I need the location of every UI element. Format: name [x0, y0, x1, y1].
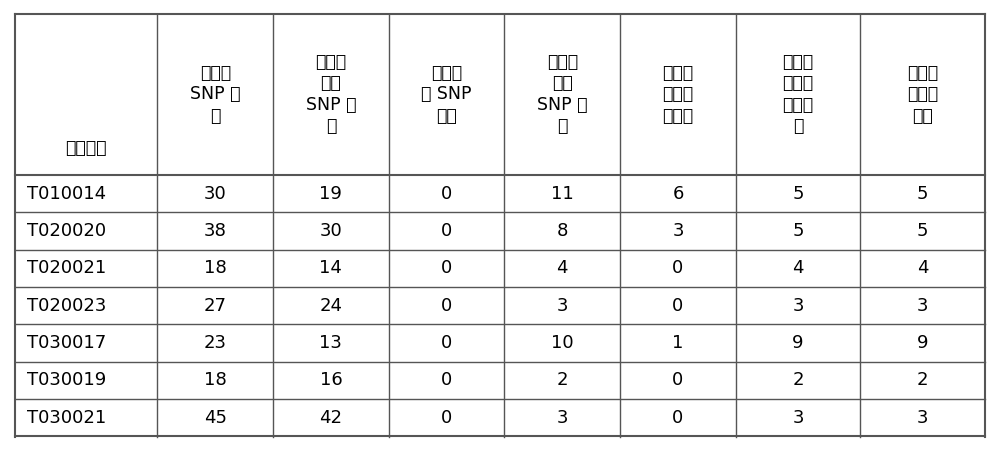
Text: 10: 10 — [551, 334, 574, 352]
Text: 2: 2 — [917, 371, 928, 389]
Text: T030021: T030021 — [27, 409, 106, 427]
Text: 0: 0 — [441, 371, 452, 389]
Text: T030017: T030017 — [27, 334, 106, 352]
Text: 23: 23 — [204, 334, 227, 352]
Text: 内含子
区域
SNP 个
数: 内含子 区域 SNP 个 数 — [306, 53, 356, 135]
Text: 4: 4 — [557, 259, 568, 277]
Text: 0: 0 — [672, 259, 684, 277]
Text: 3: 3 — [917, 409, 928, 427]
Text: 18: 18 — [204, 371, 227, 389]
Text: 2: 2 — [557, 371, 568, 389]
Text: 9: 9 — [917, 334, 928, 352]
Text: 0: 0 — [441, 297, 452, 315]
Text: T020023: T020023 — [27, 297, 106, 315]
Text: 9: 9 — [792, 334, 804, 352]
Text: 13: 13 — [319, 334, 342, 352]
Text: T010014: T010014 — [27, 184, 106, 202]
Text: 6: 6 — [672, 184, 684, 202]
Text: 5: 5 — [917, 184, 928, 202]
Text: 0: 0 — [441, 409, 452, 427]
Text: 3: 3 — [557, 297, 568, 315]
Text: 30: 30 — [320, 222, 342, 240]
Text: 0: 0 — [441, 184, 452, 202]
Text: 0: 0 — [441, 222, 452, 240]
Text: T020021: T020021 — [27, 259, 106, 277]
Text: 5: 5 — [917, 222, 928, 240]
Text: 5: 5 — [792, 222, 804, 240]
Text: 0: 0 — [441, 259, 452, 277]
Text: 18: 18 — [204, 259, 227, 277]
Text: 0: 0 — [672, 371, 684, 389]
Text: 14: 14 — [319, 259, 342, 277]
Text: 3: 3 — [557, 409, 568, 427]
Text: 外显子
区域非
同义突
变: 外显子 区域非 同义突 变 — [783, 53, 814, 135]
Text: 8: 8 — [557, 222, 568, 240]
Text: 3: 3 — [917, 297, 928, 315]
Text: 42: 42 — [319, 409, 342, 427]
Text: 1: 1 — [672, 334, 684, 352]
Text: T030019: T030019 — [27, 371, 106, 389]
Text: 11: 11 — [551, 184, 574, 202]
Text: 0: 0 — [441, 334, 452, 352]
Text: 4: 4 — [792, 259, 804, 277]
Text: 3: 3 — [792, 409, 804, 427]
Text: T020020: T020020 — [27, 222, 106, 240]
Text: 2: 2 — [792, 371, 804, 389]
Text: 45: 45 — [204, 409, 227, 427]
Text: 4: 4 — [917, 259, 928, 277]
Text: 体细胞
SNP 总
数: 体细胞 SNP 总 数 — [190, 64, 240, 125]
Text: 0: 0 — [672, 297, 684, 315]
Text: 外显子
区域同
义突变: 外显子 区域同 义突变 — [662, 64, 694, 125]
Text: 3: 3 — [672, 222, 684, 240]
Text: 剪接位
点 SNP
个数: 剪接位 点 SNP 个数 — [421, 64, 472, 125]
Text: 3: 3 — [792, 297, 804, 315]
Text: 27: 27 — [204, 297, 227, 315]
Text: 外显子
区域
SNP 个
数: 外显子 区域 SNP 个 数 — [537, 53, 588, 135]
Text: 样本编号: 样本编号 — [65, 139, 107, 157]
Text: 24: 24 — [319, 297, 342, 315]
Text: 体细胞
突变系
列一: 体细胞 突变系 列一 — [907, 64, 938, 125]
Text: 19: 19 — [319, 184, 342, 202]
Text: 16: 16 — [320, 371, 342, 389]
Text: 38: 38 — [204, 222, 227, 240]
Text: 5: 5 — [792, 184, 804, 202]
Text: 30: 30 — [204, 184, 227, 202]
Text: 0: 0 — [672, 409, 684, 427]
